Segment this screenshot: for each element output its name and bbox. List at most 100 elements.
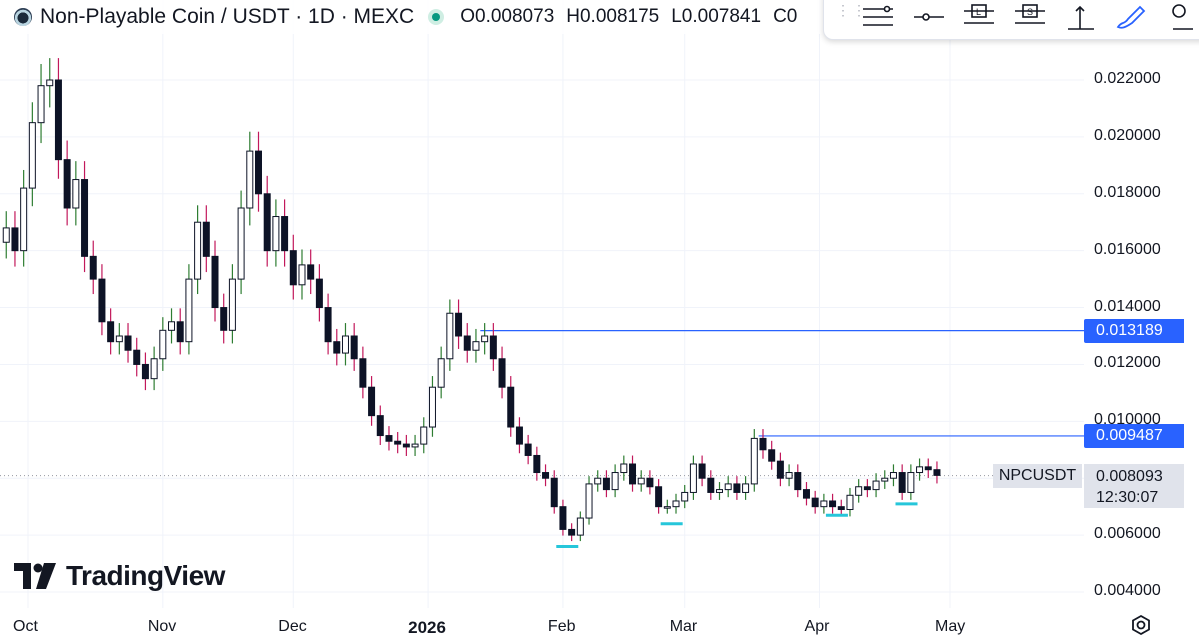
candle xyxy=(307,249,315,295)
price-tick-label: 0.012000 xyxy=(1094,354,1161,372)
horizontal-lines-icon[interactable] xyxy=(860,0,897,34)
candle-body xyxy=(489,335,497,360)
candle xyxy=(37,63,45,144)
tradingview-mark-icon xyxy=(14,563,56,589)
candle-body xyxy=(446,312,454,360)
candle-body xyxy=(263,193,271,252)
horizontal-ray-icon[interactable] xyxy=(911,0,948,34)
candle-body xyxy=(220,307,228,331)
candle xyxy=(255,131,262,212)
candle-body xyxy=(255,150,262,195)
candle xyxy=(89,240,97,295)
date-tick-label: May xyxy=(935,618,966,635)
vertical-axis-icon[interactable] xyxy=(1062,0,1099,34)
symbol-title[interactable]: Non-Playable Coin / USDT · 1D · MEXC xyxy=(40,5,415,28)
candle-body xyxy=(176,321,184,343)
candle xyxy=(350,323,358,371)
candle-body xyxy=(785,472,793,479)
ohlc-low: L0.007841 xyxy=(671,6,762,27)
candle xyxy=(672,493,680,514)
candle-body xyxy=(881,477,889,482)
candle-body xyxy=(568,528,576,536)
candle-body xyxy=(2,227,10,243)
candle xyxy=(776,452,784,487)
date-tick-label: Dec xyxy=(278,618,307,635)
candle xyxy=(81,161,89,273)
candle-body xyxy=(211,255,219,309)
candle-body xyxy=(576,517,584,536)
date-tick-label: Nov xyxy=(147,618,177,635)
candle-body xyxy=(872,480,880,491)
candle xyxy=(646,470,654,495)
candle-body xyxy=(298,264,306,286)
hline-price-tag[interactable]: 0.009487 xyxy=(1084,423,1184,448)
candle xyxy=(298,249,306,300)
candle xyxy=(855,479,863,503)
candle xyxy=(411,434,419,456)
candle-body xyxy=(411,443,419,448)
candle xyxy=(881,470,889,489)
candle xyxy=(768,440,776,470)
candle-body xyxy=(455,312,463,337)
candle xyxy=(455,299,463,349)
candle-body xyxy=(63,159,71,209)
svg-text:L: L xyxy=(976,7,981,17)
long-position-icon[interactable]: L xyxy=(961,0,998,34)
candle xyxy=(916,458,924,481)
candle xyxy=(168,308,176,344)
price-tick-label: 0.004000 xyxy=(1094,582,1161,599)
hline-price-tag[interactable]: 0.013189 xyxy=(1084,318,1184,343)
candle xyxy=(194,205,202,295)
symbol-tag: NPCUSDT xyxy=(993,464,1082,488)
chart-header: Non-Playable Coin / USDT · 1D · MEXC O0.… xyxy=(0,0,830,34)
candle xyxy=(742,476,750,500)
date-tick-label: 2026 xyxy=(408,618,446,637)
grid xyxy=(0,0,1084,608)
candle-body xyxy=(307,264,315,280)
candle xyxy=(133,337,141,377)
candle xyxy=(820,493,828,514)
tradingview-logo[interactable]: TradingView xyxy=(14,560,225,592)
candle xyxy=(211,240,219,322)
candle-body xyxy=(655,486,663,508)
candle-body xyxy=(315,278,323,309)
brush-icon[interactable] xyxy=(1113,0,1150,34)
candle xyxy=(20,169,28,267)
candle-body xyxy=(776,460,784,479)
candle-body xyxy=(898,472,906,493)
candle-body xyxy=(837,506,845,511)
candle xyxy=(220,293,228,344)
candle xyxy=(315,264,323,322)
candle xyxy=(542,464,550,487)
candle xyxy=(759,429,767,459)
settings-icon[interactable] xyxy=(1130,614,1152,636)
candle xyxy=(498,346,506,399)
bar-countdown: 12:30:07 xyxy=(1096,489,1159,506)
candle xyxy=(28,102,36,207)
candle xyxy=(655,479,663,514)
more-icon[interactable] xyxy=(1163,0,1199,34)
candle-body xyxy=(72,179,80,209)
candle-body xyxy=(437,358,445,388)
candle-body xyxy=(11,227,19,252)
candle-body xyxy=(402,443,410,448)
candle xyxy=(846,487,854,517)
candle-body xyxy=(620,463,628,474)
candle-body xyxy=(716,489,723,493)
candle xyxy=(924,458,932,478)
short-position-icon[interactable]: S xyxy=(1012,0,1049,34)
drag-handle-icon[interactable]: ⋮⋮ xyxy=(836,2,868,18)
candle-body xyxy=(463,335,471,351)
candle-body xyxy=(533,454,541,474)
candle-body xyxy=(629,463,637,485)
candle xyxy=(811,490,819,514)
date-tick-label: Oct xyxy=(13,618,38,635)
candle xyxy=(228,264,236,344)
candle xyxy=(54,58,62,179)
candle xyxy=(829,493,837,514)
candle xyxy=(889,464,897,487)
candle xyxy=(333,328,341,366)
svg-text:S: S xyxy=(1027,7,1033,17)
market-status-icon[interactable] xyxy=(428,9,445,25)
